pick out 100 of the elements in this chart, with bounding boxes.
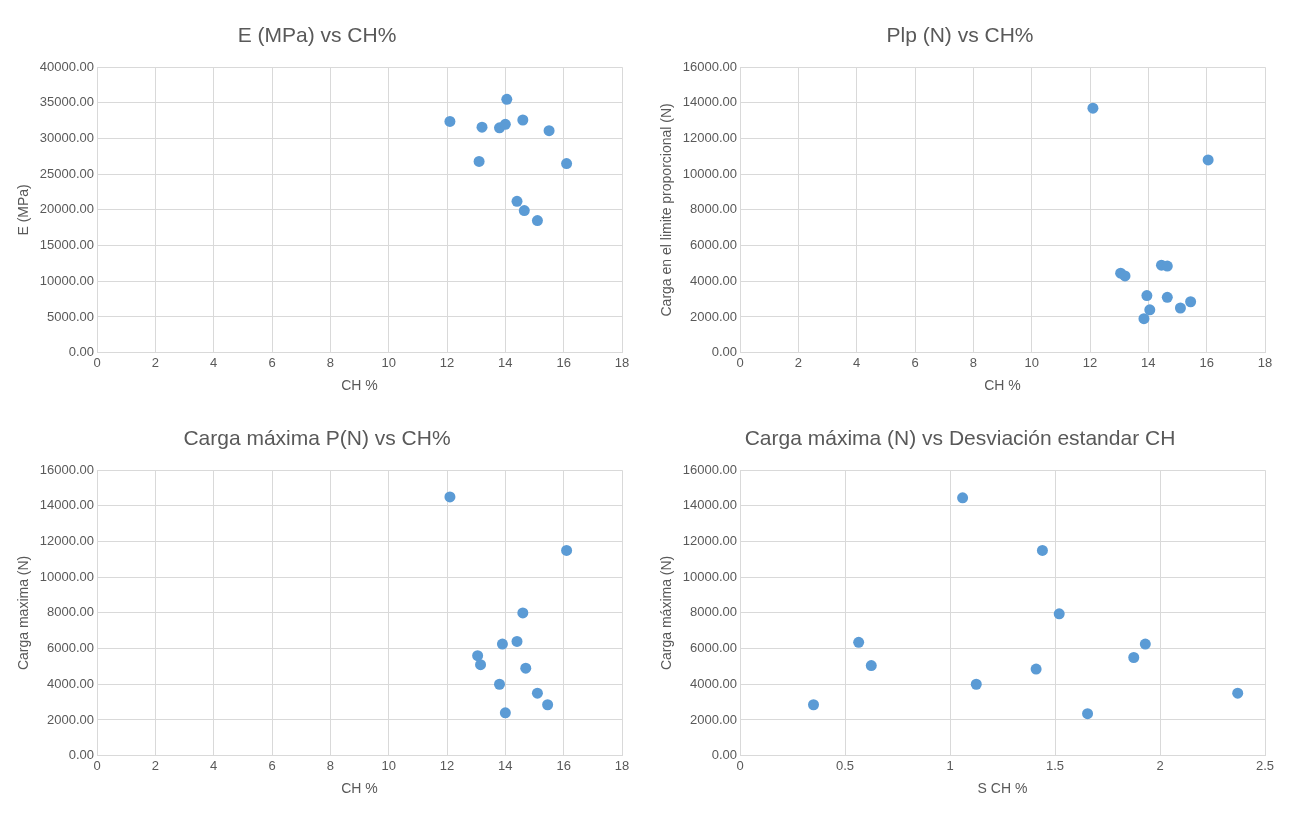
point (1138, 313, 1150, 325)
y-tick-label: 14000.00 (682, 497, 738, 513)
point (444, 491, 456, 503)
y-tick-label: 8000.00 (690, 604, 738, 620)
y-tick-label: 5000.00 (47, 308, 95, 324)
point (494, 678, 506, 690)
x-tick-label: 0 (736, 757, 744, 773)
x-tick-label: 18 (614, 354, 630, 370)
y-tick-label: 4000.00 (690, 675, 738, 691)
x-axis-title: S CH % (977, 780, 1028, 797)
x-tick-label: 16 (556, 354, 571, 370)
y-tick-label: 0.00 (711, 747, 738, 763)
point (1174, 302, 1186, 314)
x-tick-label: 12 (439, 354, 455, 370)
x-axis-title: CH % (984, 377, 1021, 394)
y-tick-label: 25000.00 (39, 165, 95, 181)
x-tick-label: 4 (853, 354, 861, 370)
chart-title: Carga máxima (N) vs Desviación estandar CH (744, 426, 1176, 450)
y-tick-label: 4000.00 (47, 675, 95, 691)
x-tick-label: 16 (1199, 354, 1214, 370)
x-tick-label: 1.5 (1045, 757, 1065, 773)
point (472, 650, 484, 662)
x-tick-label: 6 (911, 354, 919, 370)
y-tick-label: 10000.00 (682, 165, 738, 181)
point (444, 115, 456, 127)
x-tick-label: 1 (946, 757, 954, 773)
y-tick-label: 16000.00 (682, 461, 738, 477)
x-axis-title: CH % (341, 780, 378, 797)
x-tick-label: 12 (1082, 354, 1098, 370)
x-tick-label: 8 (326, 757, 334, 773)
x-tick-label: 2.5 (1255, 757, 1275, 773)
point (542, 699, 554, 711)
point (520, 662, 532, 674)
x-tick-label: 0 (736, 354, 744, 370)
y-axis-title: Carga en el limite proporcional (N) (658, 103, 675, 317)
point (511, 635, 523, 647)
point (531, 215, 543, 227)
y-tick-label: 40000.00 (39, 58, 95, 74)
y-tick-label: 8000.00 (690, 201, 738, 217)
chart-title: Plp (N) vs CH% (886, 23, 1034, 47)
y-tick-label: 0.00 (68, 344, 95, 360)
point (1030, 663, 1042, 675)
point (501, 93, 513, 105)
x-tick-label: 14 (498, 354, 513, 370)
y-tick-label: 4000.00 (690, 272, 738, 288)
y-tick-label: 35000.00 (39, 94, 95, 110)
y-tick-label: 14000.00 (682, 94, 738, 110)
point (808, 699, 820, 711)
point (1053, 608, 1065, 620)
point (1185, 296, 1197, 308)
y-tick-label: 12000.00 (682, 130, 738, 146)
y-tick-label: 12000.00 (39, 533, 95, 549)
point (1202, 154, 1214, 166)
x-tick-label: 2 (1156, 757, 1164, 773)
x-tick-label: 10 (381, 757, 396, 773)
x-tick-label: 6 (268, 354, 276, 370)
point (1087, 102, 1099, 114)
chart-title: E (MPa) vs CH% (237, 23, 397, 47)
x-tick-label: 8 (326, 354, 334, 370)
x-tick-label: 10 (1024, 354, 1039, 370)
x-tick-label: 12 (439, 757, 455, 773)
point (499, 707, 511, 719)
point (543, 125, 555, 137)
point (1161, 291, 1173, 303)
point (476, 121, 488, 133)
x-tick-label: 0 (93, 757, 101, 773)
x-axis-title: CH % (341, 377, 378, 394)
x-tick-label: 18 (1257, 354, 1273, 370)
y-axis-title: Carga máxima (N) (658, 555, 675, 671)
y-tick-label: 8000.00 (47, 604, 95, 620)
x-tick-label: 4 (210, 354, 218, 370)
y-tick-label: 16000.00 (39, 461, 95, 477)
y-tick-label: 6000.00 (690, 237, 738, 253)
point (561, 158, 573, 170)
point (473, 155, 485, 167)
point (1119, 270, 1131, 282)
y-tick-label: 30000.00 (39, 130, 95, 146)
point (865, 660, 877, 672)
x-tick-label: 2 (794, 354, 802, 370)
x-tick-label: 2 (151, 757, 159, 773)
point (517, 114, 529, 126)
x-tick-label: 8 (969, 354, 977, 370)
y-tick-label: 10000.00 (39, 568, 95, 584)
point (957, 492, 969, 504)
y-tick-label: 10000.00 (39, 272, 95, 288)
chart-title: Carga máxima P(N) vs CH% (183, 426, 451, 450)
point (1128, 651, 1140, 663)
y-tick-label: 2000.00 (47, 711, 95, 727)
y-tick-label: 20000.00 (39, 201, 95, 217)
x-tick-label: 4 (210, 757, 218, 773)
x-tick-label: 14 (1141, 354, 1156, 370)
y-tick-label: 0.00 (711, 344, 738, 360)
x-tick-label: 10 (381, 354, 396, 370)
y-tick-label: 10000.00 (682, 568, 738, 584)
y-tick-label: 12000.00 (682, 533, 738, 549)
point (475, 659, 487, 671)
point (1141, 290, 1153, 302)
y-tick-label: 6000.00 (47, 640, 95, 656)
point (561, 544, 573, 556)
point (531, 687, 543, 699)
